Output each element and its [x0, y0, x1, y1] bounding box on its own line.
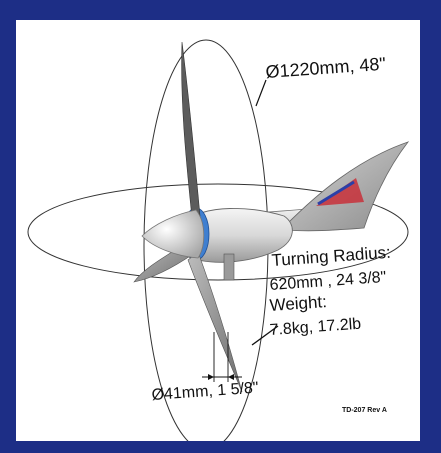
mast-dim-arrowhead-left — [208, 374, 214, 380]
nacelle-body — [183, 207, 293, 263]
weight-label: Weight: — [269, 292, 328, 315]
turning-radius-label: Turning Radius: — [271, 243, 391, 270]
turbine-diagram: Ø1220mm, 48" Turning Radius: 620mm , 24 … — [27, 39, 410, 441]
diagram-panel: Ø1220mm, 48" Turning Radius: 620mm , 24 … — [16, 20, 420, 441]
rotor-diameter-label: Ø1220mm, 48" — [265, 54, 387, 82]
weight-value: 7.8kg, 17.2lb — [269, 316, 362, 339]
mast-dim-arrowhead-right — [228, 374, 234, 380]
blade-upper — [181, 41, 201, 219]
turning-radius-ellipse — [27, 183, 409, 281]
mast — [223, 253, 235, 281]
rotor-diameter-leader — [255, 79, 267, 107]
nose-cone — [141, 209, 205, 259]
mast-diameter-label: Ø41mm, 1 5/8" — [151, 380, 259, 404]
drawing-reference: TD-207 Rev A — [342, 407, 387, 414]
turning-radius-value: 620mm , 24 3/8" — [269, 269, 387, 294]
blade-lower — [187, 251, 243, 393]
turning-radius-leader — [251, 325, 279, 346]
tail-logo-stripe — [317, 180, 355, 206]
